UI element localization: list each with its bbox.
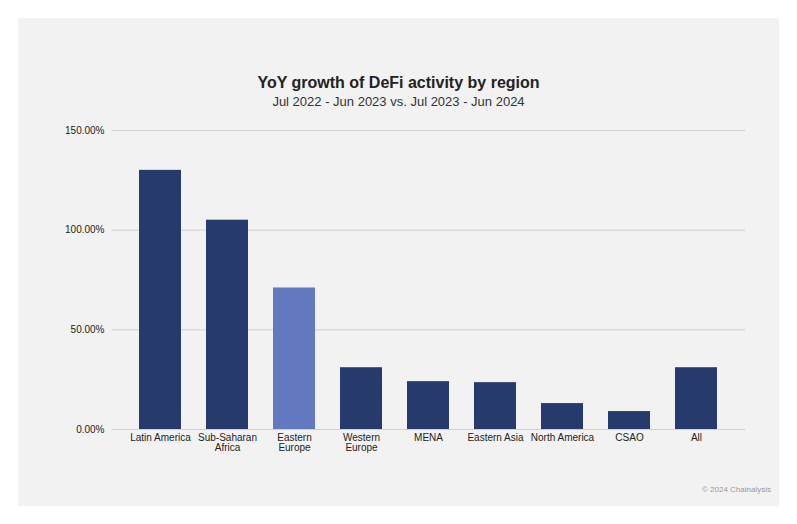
html-text:YoY growth of DeFi activity by: YoY growth of DeFi activity by region <box>257 74 540 91</box>
html-text:© 2024 Chainalysis: © 2024 Chainalysis <box>702 485 771 494</box>
svg-text:North America: North America <box>531 432 595 443</box>
svg-text:WesternEurope: WesternEurope <box>343 432 380 453</box>
svg-text:0.00%: 0.00% <box>76 424 104 435</box>
svg-text:Latin America: Latin America <box>130 432 191 443</box>
svg-text:100.00%: 100.00% <box>65 224 105 235</box>
svg-text:MENA: MENA <box>414 432 443 443</box>
svg-text:50.00%: 50.00% <box>71 324 105 335</box>
html-text:Jul 2022 - Jun 2023 vs. Jul 20: Jul 2022 - Jun 2023 vs. Jul 2023 - Jun 2… <box>272 94 525 109</box>
svg-text:All: All <box>691 432 702 443</box>
svg-text:150.00%: 150.00% <box>65 125 105 136</box>
svg-text:EasternEurope: EasternEurope <box>277 432 311 453</box>
svg-text:CSAO: CSAO <box>615 432 644 443</box>
svg-text:Sub-SaharanAfrica: Sub-SaharanAfrica <box>198 432 257 453</box>
svg-text:Eastern Asia: Eastern Asia <box>467 432 524 443</box>
